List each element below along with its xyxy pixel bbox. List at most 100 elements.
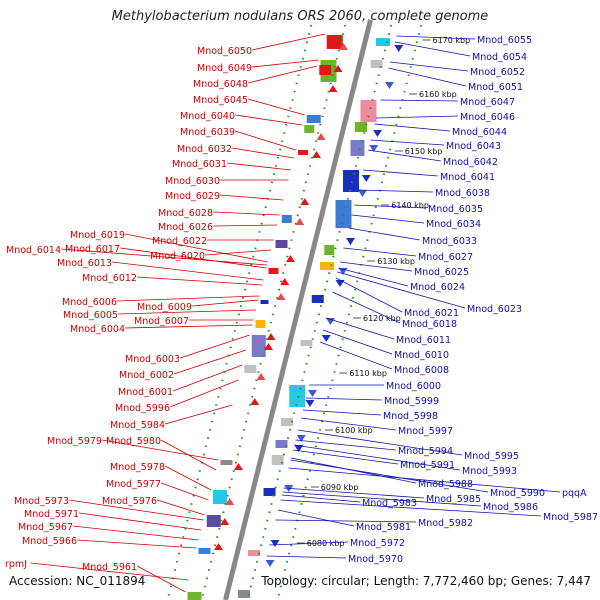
gene-label-reverse[interactable]: Mnod_6034 (426, 219, 481, 230)
gene-label-reverse[interactable]: Mnod_5970 (348, 554, 403, 565)
gene-label-reverse[interactable]: Mnod_5987 (543, 512, 598, 523)
gene-label-forward[interactable]: Mnod_5978 (110, 462, 165, 473)
gene-label-forward[interactable]: Mnod_6002 (119, 370, 174, 381)
gene-label-reverse[interactable]: Mnod_5988 (418, 479, 473, 490)
gene-label-forward[interactable]: rpmJ (5, 559, 27, 570)
gene-label-forward[interactable]: Mnod_6048 (193, 79, 248, 90)
gene-label-forward[interactable]: Mnod_6007 (134, 316, 189, 327)
gene-label-reverse[interactable]: Mnod_6035 (428, 204, 483, 215)
gene-label-reverse[interactable]: Mnod_6008 (394, 365, 449, 376)
gene-label-reverse[interactable]: Mnod_6038 (435, 188, 490, 199)
gene-label-reverse[interactable]: Mnod_6027 (418, 252, 473, 263)
gene-label-forward[interactable]: Mnod_6001 (118, 387, 173, 398)
gene-label-reverse[interactable]: Mnod_5985 (426, 494, 481, 505)
gene-label-reverse[interactable]: Mnod_5993 (462, 466, 517, 477)
gene-arrow-reverse (265, 560, 275, 567)
gene-label-forward[interactable]: Mnod_6005 (63, 310, 118, 321)
gene-label-forward[interactable]: Mnod_5980 (106, 436, 161, 447)
gene-label-forward[interactable]: Mnod_6028 (158, 208, 213, 219)
gene-label-reverse[interactable]: Mnod_6010 (394, 350, 449, 361)
gene-label-reverse[interactable]: Mnod_6042 (443, 157, 498, 168)
gene-label-forward[interactable]: Mnod_6026 (158, 222, 213, 233)
gene-label-forward[interactable]: Mnod_6017 (65, 244, 120, 255)
gene-label-forward[interactable]: Mnod_6019 (70, 230, 125, 241)
gene-arrow-reverse (321, 335, 331, 342)
gene-label-reverse[interactable]: Mnod_6025 (414, 267, 469, 278)
gene-label-forward[interactable]: Mnod_5961 (82, 562, 137, 573)
gene-label-reverse[interactable]: Mnod_6044 (452, 127, 507, 138)
gene-arrow-reverse (361, 175, 371, 182)
gene-label-reverse[interactable]: Mnod_6047 (460, 97, 515, 108)
gene-label-forward[interactable]: Mnod_5967 (18, 522, 73, 533)
gene-label-reverse[interactable]: Mnod_6046 (460, 112, 515, 123)
reverse-gene-labels[interactable]: Mnod_6055 Mnod_6054 Mnod_6052 Mnod_6051 Mnod… (348, 35, 598, 565)
gene-label-reverse[interactable]: Mnod_6043 (446, 141, 501, 152)
gene-label-forward[interactable]: Mnod_5996 (115, 403, 170, 414)
gene-label-forward[interactable]: Mnod_6003 (125, 354, 180, 365)
gene-label-forward[interactable]: Mnod_6032 (177, 144, 232, 155)
gene-label-forward[interactable]: Mnod_6031 (172, 159, 227, 170)
kbp-ticks: 6170 kbp 6160 kbp 6150 kbp 6140 kbp 6130 kbp… (296, 36, 471, 548)
gene-label-reverse[interactable]: Mnod_5981 (356, 522, 411, 533)
gene-block (298, 150, 308, 155)
forward-gene-labels[interactable]: Mnod_6050 Mnod_6049 Mnod_6048 Mnod_6045 Mnod… (5, 46, 252, 573)
gene-label-forward[interactable]: Mnod_5973 (14, 496, 69, 507)
gene-label-reverse[interactable]: Mnod_6055 (477, 35, 532, 46)
gene-label-reverse[interactable]: Mnod_6052 (470, 67, 525, 78)
gene-label-reverse[interactable]: pqqA (562, 488, 587, 499)
gene-label-reverse[interactable]: Mnod_6054 (472, 52, 527, 63)
gene-label-reverse[interactable]: Mnod_5990 (490, 488, 545, 499)
gene-label-reverse[interactable]: Mnod_6033 (422, 236, 477, 247)
gene-label-reverse[interactable]: Mnod_5983 (362, 498, 417, 509)
gene-label-reverse[interactable]: Mnod_6000 (386, 381, 441, 392)
label-leader-reverse (292, 449, 399, 465)
gene-label-forward[interactable]: Mnod_6014 (6, 245, 61, 256)
gene-label-forward[interactable]: Mnod_6013 (57, 258, 112, 269)
gene-label-reverse[interactable]: Mnod_6018 (402, 319, 457, 330)
label-leader-reverse (277, 509, 355, 527)
kbp-label: 6170 kbp (433, 36, 471, 45)
gene-label-forward[interactable]: Mnod_6039 (180, 127, 235, 138)
gene-label-forward[interactable]: Mnod_6030 (165, 176, 220, 187)
gene-label-reverse[interactable]: Mnod_5998 (383, 411, 438, 422)
gene-label-reverse[interactable]: Mnod_6041 (440, 172, 495, 183)
gene-label-forward[interactable]: Mnod_5984 (110, 420, 165, 431)
gene-label-reverse[interactable]: Mnod_5997 (398, 426, 453, 437)
gene-block (376, 38, 390, 46)
gene-label-reverse[interactable]: Mnod_5972 (350, 538, 405, 549)
gene-label-reverse[interactable]: Mnod_5999 (384, 396, 439, 407)
gene-arrow-forward (234, 463, 243, 470)
gene-label-forward[interactable]: Mnod_5971 (24, 509, 79, 520)
gene-label-reverse[interactable]: Mnod_5986 (483, 502, 538, 513)
gene-label-reverse[interactable]: Mnod_5991 (400, 460, 455, 471)
gene-label-reverse[interactable]: Mnod_5982 (418, 518, 473, 529)
gene-label-reverse[interactable]: Mnod_6021 (404, 308, 459, 319)
gene-label-reverse[interactable]: Mnod_6051 (468, 82, 523, 93)
gene-label-reverse[interactable]: Mnod_5995 (464, 451, 519, 462)
gene-label-forward[interactable]: Mnod_5977 (106, 479, 161, 490)
label-leader-forward (179, 334, 250, 359)
label-leader-reverse (389, 61, 469, 72)
gene-label-forward[interactable]: Mnod_6029 (165, 191, 220, 202)
gene-label-reverse[interactable]: Mnod_5994 (398, 446, 453, 457)
gene-label-reverse[interactable]: Mnod_6023 (467, 304, 522, 315)
gene-label-forward[interactable]: Mnod_6049 (197, 63, 252, 74)
gene-label-forward[interactable]: Mnod_6009 (137, 302, 192, 313)
gene-label-forward[interactable]: Mnod_6012 (82, 273, 137, 284)
gene-label-forward[interactable]: Mnod_6045 (193, 95, 248, 106)
label-leader-reverse (394, 41, 471, 57)
gene-label-forward[interactable]: Mnod_6006 (62, 297, 117, 308)
gene-label-forward[interactable]: Mnod_6050 (197, 46, 252, 57)
gene-label-forward[interactable]: Mnod_5976 (102, 496, 157, 507)
gene-label-forward[interactable]: Mnod_6020 (150, 251, 205, 262)
gene-label-forward[interactable]: Mnod_5979 (47, 436, 102, 447)
gene-label-forward[interactable]: Mnod_6004 (70, 324, 125, 335)
gene-label-forward[interactable]: Mnod_6040 (180, 111, 235, 122)
gene-label-reverse[interactable]: Mnod_6011 (396, 335, 451, 346)
gene-block (304, 125, 315, 133)
gene-label-reverse[interactable]: Mnod_6024 (410, 282, 465, 293)
gene-label-forward[interactable]: Mnod_6022 (152, 236, 207, 247)
gene-label-forward[interactable]: Mnod_5966 (22, 536, 77, 547)
label-leader-reverse (319, 341, 393, 370)
